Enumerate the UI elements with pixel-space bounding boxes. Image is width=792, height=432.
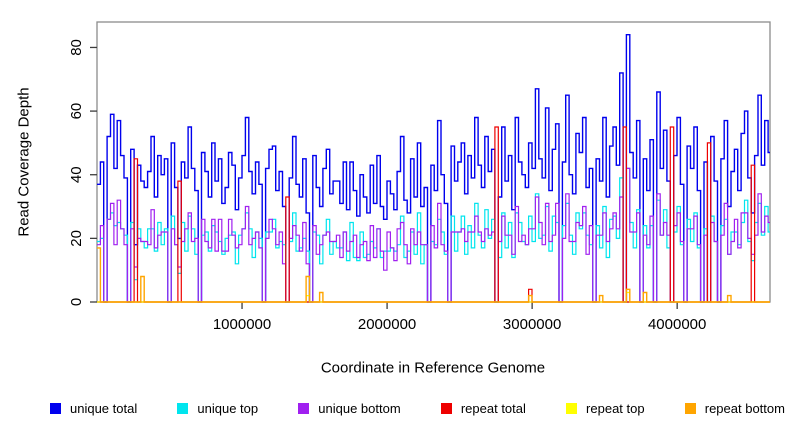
- y-tick-label: 80: [68, 39, 85, 56]
- x-tick-label: 1000000: [213, 316, 271, 333]
- legend-swatch-unique-bottom: [298, 402, 310, 414]
- legend-item-unique-top: unique top: [177, 401, 258, 416]
- y-axis-title: Read Coverage Depth: [15, 87, 33, 237]
- legend-label: repeat top: [586, 400, 645, 416]
- series-line-unique-total: [97, 34, 770, 303]
- legend-item-repeat-total: repeat total: [440, 400, 526, 416]
- legend-label: unique total: [70, 400, 138, 416]
- x-tick-label: 3000000: [503, 316, 561, 333]
- y-tick-label: 40: [68, 166, 85, 183]
- legend-item-repeat-top: repeat top: [566, 401, 645, 416]
- legend-label: unique bottom: [318, 400, 401, 416]
- series-line-repeat-bottom: [97, 247, 770, 303]
- legend-label: repeat bottom: [704, 400, 785, 416]
- legend-label: repeat total: [460, 400, 526, 416]
- legend-swatch-repeat-top: [566, 402, 578, 414]
- legend: unique total unique top unique bottom repea…: [50, 399, 785, 417]
- y-tick-label: 20: [68, 230, 85, 247]
- legend-swatch-repeat-total: [440, 402, 452, 414]
- y-tick-label: 0: [68, 298, 85, 306]
- x-axis-title: Coordinate in Reference Genome: [320, 359, 546, 377]
- legend-swatch-repeat-bottom: [684, 402, 696, 414]
- x-tick-label: 4000000: [648, 316, 706, 333]
- legend-swatch-unique-total: [50, 402, 61, 414]
- legend-swatch-unique-top: [177, 402, 189, 414]
- x-tick-label: 2000000: [358, 316, 416, 333]
- legend-item-unique-total: unique total: [50, 401, 137, 416]
- legend-item-unique-bottom: unique bottom: [298, 400, 401, 416]
- legend-item-repeat-bottom: repeat bottom: [684, 400, 785, 416]
- legend-label: unique top: [197, 400, 259, 416]
- y-tick-label: 60: [68, 103, 85, 120]
